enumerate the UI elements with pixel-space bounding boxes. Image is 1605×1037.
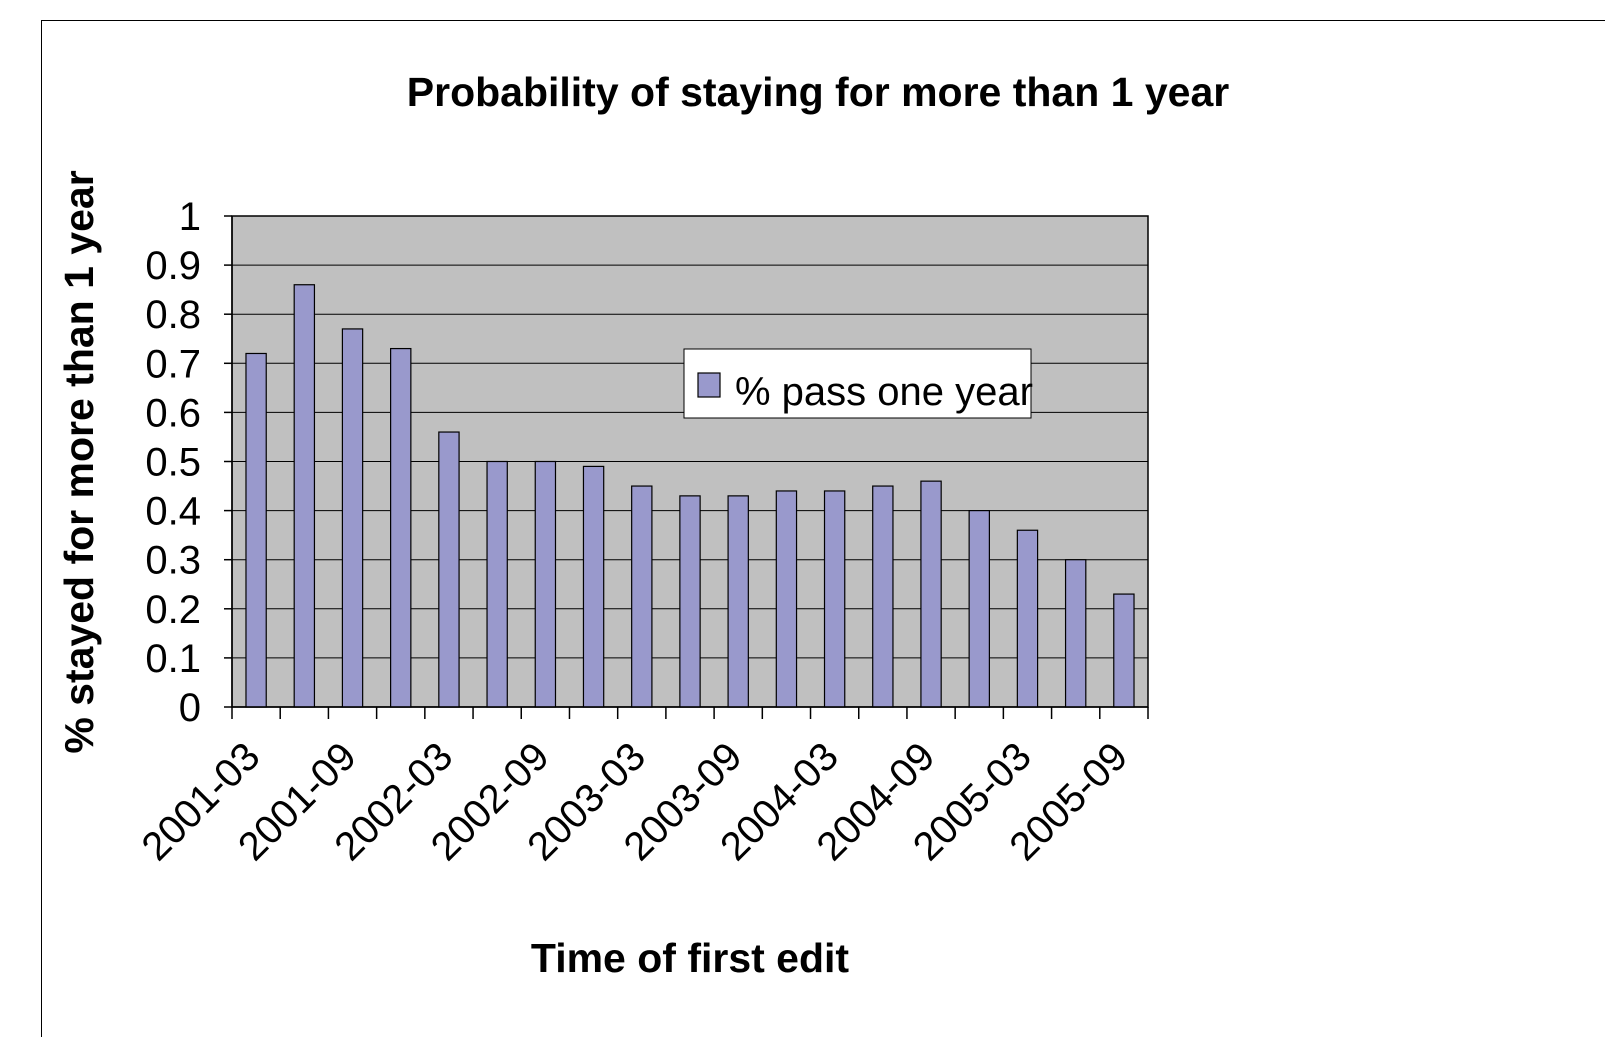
bar — [582, 465, 605, 708]
y-tick-label: 0.3 — [145, 539, 201, 583]
y-axis-title: % stayed for more than 1 year — [56, 170, 102, 753]
y-tick-label: 0.4 — [145, 490, 201, 534]
bar — [1016, 529, 1039, 708]
bar — [1064, 559, 1087, 708]
bar — [823, 490, 846, 708]
chart-title: Probability of staying for more than 1 y… — [407, 69, 1230, 115]
y-tick-label: 1 — [179, 195, 201, 239]
legend-box — [683, 348, 1032, 419]
legend: % pass one year — [683, 348, 1033, 419]
x-axis-tick-labels: 2001-032001-092002-032002-092003-032003-… — [134, 734, 1137, 869]
bar — [534, 460, 557, 708]
y-tick-label: 0 — [179, 686, 201, 730]
bar — [631, 485, 653, 708]
bar — [293, 284, 316, 708]
bar — [727, 495, 749, 708]
legend-label: % pass one year — [735, 370, 1033, 414]
y-tick-label: 0.1 — [145, 637, 201, 681]
y-tick-label: 0.2 — [145, 588, 201, 632]
y-tick-label: 0.9 — [145, 244, 201, 288]
bar — [968, 510, 990, 708]
bar — [920, 480, 942, 708]
bar — [341, 328, 364, 708]
y-tick-label: 0.5 — [145, 441, 201, 485]
legend-swatch — [697, 372, 721, 398]
x-axis-ticks — [231, 707, 1149, 719]
x-axis-title: Time of first edit — [531, 935, 850, 981]
bar — [390, 347, 412, 708]
bar — [679, 495, 701, 708]
bar — [438, 431, 460, 708]
bar — [245, 352, 267, 708]
y-tick-label: 0.7 — [145, 342, 201, 386]
y-tick-label: 0.6 — [145, 391, 201, 435]
y-tick-label: 0.8 — [145, 293, 201, 337]
chart-frame — [41, 20, 1605, 1037]
bar — [486, 460, 508, 708]
y-axis-ticks: 0 0.1 0.2 0.3 0.4 0.5 0.6 0.7 0.8 0.9 1 — [145, 195, 232, 730]
bar — [775, 490, 798, 708]
bar — [872, 485, 894, 708]
bar — [1113, 593, 1135, 708]
